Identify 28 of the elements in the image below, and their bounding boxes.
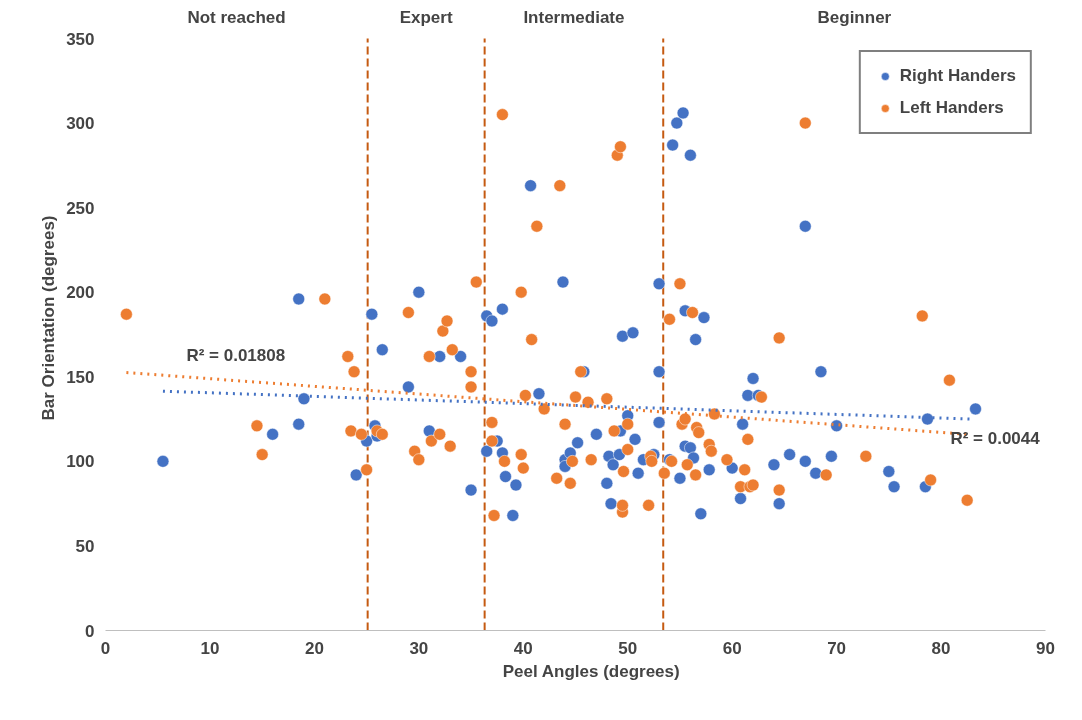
text: Beginner	[817, 7, 892, 27]
x-tick-label: 30	[409, 638, 429, 658]
annotation: R² = 0.0044	[950, 429, 1041, 449]
x-tick-label: 90	[1036, 638, 1055, 658]
annotation: R² = 0.01808	[186, 345, 286, 365]
y-tick-label: 200	[66, 283, 95, 303]
text: Not reached	[187, 7, 286, 27]
y-tick-label: 150	[66, 367, 95, 387]
x-tick-label: 50	[618, 638, 638, 658]
y-tick-label: 300	[66, 114, 95, 134]
y-tick-label: 100	[66, 452, 95, 472]
y-axis-title: Bar Orientation (degrees)	[39, 215, 59, 421]
text: Intermediate	[523, 7, 625, 27]
legend-label: Right Handers	[899, 66, 1016, 86]
y-tick-label: 50	[75, 536, 95, 556]
y-tick-label: 350	[66, 29, 95, 49]
x-axis-title: Peel Angles (degrees)	[502, 661, 680, 681]
y-tick-label: 0	[85, 621, 95, 641]
x-tick-label: 40	[513, 638, 533, 658]
y-tick-label: 250	[66, 198, 95, 218]
x-tick-label: 0	[100, 638, 111, 658]
x-tick-label: 70	[827, 638, 847, 658]
x-tick-label: 80	[931, 638, 951, 658]
legend-label: Left Handers	[899, 98, 1004, 118]
x-tick-label: 60	[722, 638, 742, 658]
x-tick-label: 20	[304, 638, 324, 658]
text: Expert	[399, 7, 453, 27]
x-tick-label: 10	[200, 638, 220, 658]
